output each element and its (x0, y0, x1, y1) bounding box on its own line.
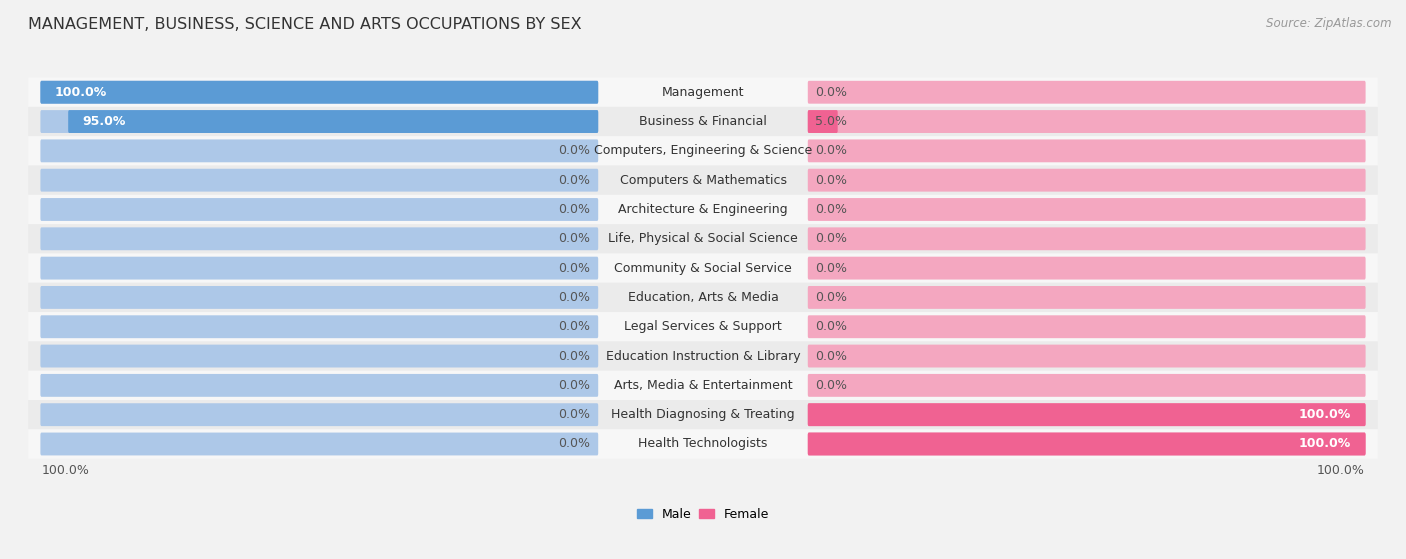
Text: Business & Financial: Business & Financial (640, 115, 766, 128)
FancyBboxPatch shape (41, 198, 598, 221)
Text: Legal Services & Support: Legal Services & Support (624, 320, 782, 333)
Text: 95.0%: 95.0% (83, 115, 127, 128)
Text: 0.0%: 0.0% (815, 86, 848, 99)
Text: 0.0%: 0.0% (815, 349, 848, 363)
FancyBboxPatch shape (808, 110, 838, 133)
FancyBboxPatch shape (28, 400, 1378, 429)
FancyBboxPatch shape (41, 139, 598, 162)
Text: 0.0%: 0.0% (558, 320, 591, 333)
FancyBboxPatch shape (41, 403, 598, 426)
Text: Management: Management (662, 86, 744, 99)
Text: 0.0%: 0.0% (815, 203, 848, 216)
FancyBboxPatch shape (808, 139, 1365, 162)
Text: Computers, Engineering & Science: Computers, Engineering & Science (593, 144, 813, 158)
FancyBboxPatch shape (808, 315, 1365, 338)
Text: 0.0%: 0.0% (558, 291, 591, 304)
Text: 5.0%: 5.0% (815, 115, 848, 128)
Text: 100.0%: 100.0% (1299, 438, 1351, 451)
FancyBboxPatch shape (41, 228, 598, 250)
FancyBboxPatch shape (808, 403, 1365, 426)
FancyBboxPatch shape (41, 110, 598, 133)
Text: 0.0%: 0.0% (558, 349, 591, 363)
FancyBboxPatch shape (67, 110, 598, 133)
FancyBboxPatch shape (28, 312, 1378, 342)
FancyBboxPatch shape (808, 403, 1365, 426)
Text: Education Instruction & Library: Education Instruction & Library (606, 349, 800, 363)
Text: 0.0%: 0.0% (558, 438, 591, 451)
FancyBboxPatch shape (41, 81, 598, 103)
Text: 0.0%: 0.0% (815, 262, 848, 274)
FancyBboxPatch shape (28, 371, 1378, 400)
Text: Life, Physical & Social Science: Life, Physical & Social Science (609, 233, 797, 245)
Text: Health Technologists: Health Technologists (638, 438, 768, 451)
Text: Source: ZipAtlas.com: Source: ZipAtlas.com (1267, 17, 1392, 30)
FancyBboxPatch shape (808, 81, 1365, 103)
Text: Health Diagnosing & Treating: Health Diagnosing & Treating (612, 408, 794, 421)
FancyBboxPatch shape (808, 286, 1365, 309)
FancyBboxPatch shape (808, 433, 1365, 456)
Text: 100.0%: 100.0% (55, 86, 107, 99)
FancyBboxPatch shape (41, 433, 598, 456)
Text: MANAGEMENT, BUSINESS, SCIENCE AND ARTS OCCUPATIONS BY SEX: MANAGEMENT, BUSINESS, SCIENCE AND ARTS O… (28, 17, 582, 32)
Text: 100.0%: 100.0% (1299, 408, 1351, 421)
FancyBboxPatch shape (28, 429, 1378, 458)
Text: 0.0%: 0.0% (558, 233, 591, 245)
FancyBboxPatch shape (41, 81, 598, 103)
Text: Community & Social Service: Community & Social Service (614, 262, 792, 274)
FancyBboxPatch shape (808, 110, 1365, 133)
FancyBboxPatch shape (808, 257, 1365, 280)
FancyBboxPatch shape (28, 283, 1378, 312)
Text: 0.0%: 0.0% (815, 233, 848, 245)
FancyBboxPatch shape (41, 315, 598, 338)
FancyBboxPatch shape (808, 344, 1365, 367)
Text: 0.0%: 0.0% (558, 379, 591, 392)
Text: 0.0%: 0.0% (815, 320, 848, 333)
FancyBboxPatch shape (28, 195, 1378, 224)
Text: Computers & Mathematics: Computers & Mathematics (620, 174, 786, 187)
Text: Education, Arts & Media: Education, Arts & Media (627, 291, 779, 304)
Text: 0.0%: 0.0% (558, 408, 591, 421)
Text: 0.0%: 0.0% (815, 379, 848, 392)
FancyBboxPatch shape (808, 169, 1365, 192)
FancyBboxPatch shape (41, 169, 598, 192)
FancyBboxPatch shape (28, 78, 1378, 107)
FancyBboxPatch shape (41, 344, 598, 367)
Text: 0.0%: 0.0% (558, 262, 591, 274)
FancyBboxPatch shape (41, 374, 598, 397)
Legend: Male, Female: Male, Female (637, 508, 769, 520)
FancyBboxPatch shape (28, 165, 1378, 195)
FancyBboxPatch shape (808, 228, 1365, 250)
FancyBboxPatch shape (808, 433, 1365, 456)
Text: 0.0%: 0.0% (815, 291, 848, 304)
FancyBboxPatch shape (28, 342, 1378, 371)
Text: 0.0%: 0.0% (558, 174, 591, 187)
FancyBboxPatch shape (808, 374, 1365, 397)
FancyBboxPatch shape (41, 257, 598, 280)
FancyBboxPatch shape (808, 198, 1365, 221)
Text: Arts, Media & Entertainment: Arts, Media & Entertainment (613, 379, 793, 392)
FancyBboxPatch shape (28, 253, 1378, 283)
Text: 0.0%: 0.0% (815, 144, 848, 158)
FancyBboxPatch shape (28, 107, 1378, 136)
Text: 100.0%: 100.0% (41, 464, 90, 477)
Text: 100.0%: 100.0% (1316, 464, 1365, 477)
Text: 0.0%: 0.0% (815, 174, 848, 187)
Text: 0.0%: 0.0% (558, 144, 591, 158)
FancyBboxPatch shape (28, 224, 1378, 253)
FancyBboxPatch shape (41, 286, 598, 309)
Text: 0.0%: 0.0% (558, 203, 591, 216)
FancyBboxPatch shape (28, 136, 1378, 165)
Text: Architecture & Engineering: Architecture & Engineering (619, 203, 787, 216)
